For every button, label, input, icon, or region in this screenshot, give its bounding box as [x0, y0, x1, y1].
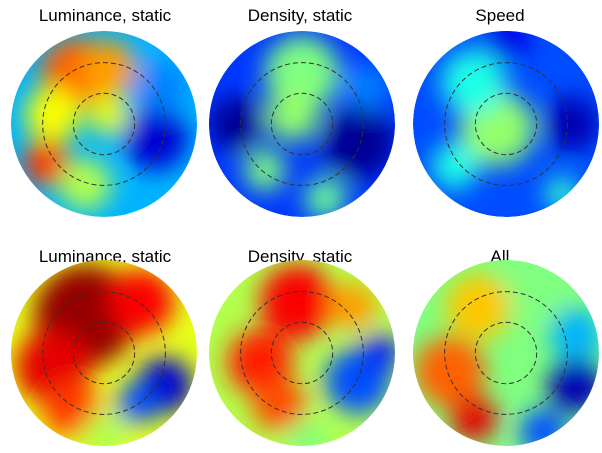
hotspot-5 — [209, 96, 265, 152]
hotspot-6 — [482, 31, 530, 64]
guide-ring-1 — [444, 291, 568, 415]
hotspot-2 — [450, 394, 497, 442]
hotspot-3 — [431, 142, 479, 190]
hotspot-6 — [320, 105, 395, 180]
guide-ring-2 — [474, 92, 538, 156]
hotspot-4 — [506, 260, 562, 316]
hotspot-3 — [252, 378, 305, 431]
hotspot-5 — [88, 94, 130, 136]
hotspot-3 — [244, 150, 286, 191]
guide-ring-2 — [474, 321, 538, 385]
panel-title-4: Luminance, static — [38, 247, 172, 266]
guide-ring-2 — [72, 321, 136, 385]
hotspot-4 — [545, 177, 579, 211]
hotspot-6 — [59, 158, 112, 211]
hotspot-7 — [343, 63, 391, 111]
disk-map-2 — [209, 31, 395, 217]
hotspot-2 — [266, 88, 319, 141]
hotspot-4 — [23, 139, 70, 187]
hotspot-8 — [133, 60, 186, 113]
panel-title-2: Density, static — [247, 6, 353, 25]
hotspot-4 — [304, 177, 346, 217]
disk-map-3 — [413, 31, 599, 217]
hotspot-1 — [260, 264, 335, 340]
hotspot-2 — [440, 49, 507, 115]
guide-ring-2 — [270, 92, 334, 156]
hotspot-7 — [362, 334, 395, 372]
hotspot-7 — [549, 308, 599, 361]
hotspot-5 — [547, 357, 599, 414]
panel-title-5: Density, static — [247, 247, 353, 266]
hotspot-5 — [543, 96, 599, 152]
guide-ring-2 — [72, 92, 136, 156]
hotspot-3 — [43, 380, 100, 437]
panel-title-3: Speed — [475, 6, 525, 25]
disk-map-5 — [209, 260, 395, 446]
hotspot-5 — [80, 413, 128, 446]
hotspot-3 — [24, 86, 81, 143]
guide-ring-2 — [270, 321, 334, 385]
hotspot-7 — [116, 383, 158, 425]
hotspot-4 — [329, 283, 377, 330]
hotspot-5 — [286, 420, 328, 446]
guide-ring-1 — [240, 62, 364, 186]
hotspot-4 — [108, 269, 174, 335]
panel-title-1: Luminance, static — [38, 6, 172, 25]
hotspot-2 — [80, 40, 137, 97]
guide-ring-1 — [240, 291, 364, 415]
hotspot-7 — [122, 105, 188, 171]
hotspot-1 — [414, 336, 486, 407]
guide-ring-1 — [42, 291, 166, 415]
disk-map-6 — [413, 260, 599, 446]
hotspot-3 — [445, 273, 511, 340]
disk-map-4 — [11, 260, 197, 446]
disk-map-1 — [11, 31, 197, 217]
guide-ring-1 — [444, 62, 568, 186]
guide-ring-1 — [42, 62, 166, 186]
